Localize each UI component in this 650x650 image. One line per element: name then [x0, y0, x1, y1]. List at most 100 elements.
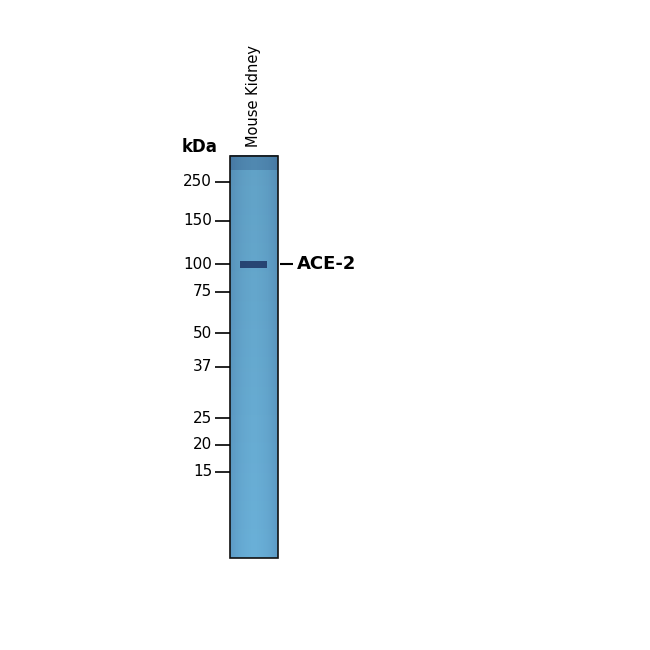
Bar: [230, 278, 278, 279]
Bar: [230, 417, 278, 419]
Bar: [230, 196, 278, 197]
Bar: [230, 268, 278, 270]
Bar: [230, 382, 278, 384]
Bar: [230, 178, 278, 180]
Bar: [230, 437, 278, 439]
Bar: [230, 441, 278, 443]
Bar: [230, 449, 278, 451]
Bar: [230, 534, 278, 536]
Bar: [230, 225, 278, 227]
Bar: [230, 168, 278, 170]
Bar: [230, 380, 278, 381]
Bar: [230, 172, 278, 174]
Bar: [230, 257, 278, 259]
Bar: [230, 354, 278, 356]
Bar: [230, 240, 278, 242]
Bar: [230, 547, 278, 549]
Bar: [230, 194, 278, 196]
Bar: [230, 222, 278, 224]
Bar: [230, 300, 278, 302]
Bar: [230, 465, 278, 467]
Bar: [230, 444, 278, 446]
Bar: [230, 319, 278, 320]
Bar: [230, 542, 278, 543]
Bar: [230, 224, 278, 226]
Bar: [230, 535, 278, 537]
Bar: [230, 296, 278, 298]
Bar: [230, 532, 278, 534]
Bar: [230, 361, 278, 363]
Bar: [230, 273, 278, 275]
Bar: [230, 386, 278, 388]
Bar: [230, 242, 278, 244]
Bar: [230, 332, 278, 334]
Bar: [230, 556, 278, 558]
Bar: [230, 211, 278, 213]
Bar: [230, 357, 278, 358]
Bar: [230, 359, 278, 361]
Bar: [230, 311, 278, 313]
Bar: [230, 445, 278, 447]
Bar: [230, 287, 278, 289]
Bar: [230, 472, 278, 474]
Bar: [230, 197, 278, 198]
Bar: [230, 239, 278, 240]
Bar: [230, 241, 278, 243]
Bar: [230, 545, 278, 547]
Bar: [230, 358, 278, 359]
Bar: [230, 414, 278, 416]
Bar: [230, 511, 278, 513]
Bar: [230, 389, 278, 391]
Bar: [230, 304, 278, 306]
Bar: [230, 419, 278, 420]
Bar: [230, 365, 278, 367]
Bar: [230, 450, 278, 452]
Bar: [230, 439, 278, 440]
Bar: [230, 486, 278, 488]
Bar: [230, 484, 278, 486]
Bar: [230, 420, 278, 421]
Bar: [230, 281, 278, 283]
Bar: [230, 213, 278, 214]
Bar: [230, 415, 278, 417]
Bar: [230, 500, 278, 502]
Bar: [230, 555, 278, 557]
Bar: [230, 440, 278, 441]
Bar: [230, 536, 278, 538]
Bar: [230, 284, 278, 286]
Bar: [230, 181, 278, 183]
Bar: [230, 231, 278, 233]
Bar: [230, 322, 278, 324]
Bar: [230, 348, 278, 350]
Text: 15: 15: [193, 464, 212, 480]
Bar: [230, 496, 278, 498]
Bar: [230, 280, 278, 282]
Bar: [230, 526, 278, 528]
Bar: [230, 343, 278, 345]
Bar: [230, 381, 278, 383]
Bar: [230, 391, 278, 393]
Bar: [230, 371, 278, 373]
Bar: [230, 504, 278, 506]
Bar: [230, 182, 278, 184]
Bar: [230, 186, 278, 188]
Bar: [230, 188, 278, 190]
Bar: [230, 503, 278, 505]
Bar: [230, 331, 278, 333]
Bar: [230, 482, 278, 483]
Bar: [230, 339, 278, 341]
Bar: [230, 261, 278, 263]
Bar: [230, 327, 278, 329]
Bar: [230, 411, 278, 413]
Bar: [230, 164, 278, 166]
Bar: [230, 385, 278, 387]
Bar: [230, 378, 278, 380]
Bar: [230, 264, 278, 266]
Bar: [230, 421, 278, 423]
Text: 20: 20: [193, 437, 212, 452]
Bar: [230, 294, 278, 296]
Bar: [230, 338, 278, 339]
Bar: [230, 323, 278, 325]
Bar: [230, 274, 278, 276]
Bar: [230, 335, 278, 337]
